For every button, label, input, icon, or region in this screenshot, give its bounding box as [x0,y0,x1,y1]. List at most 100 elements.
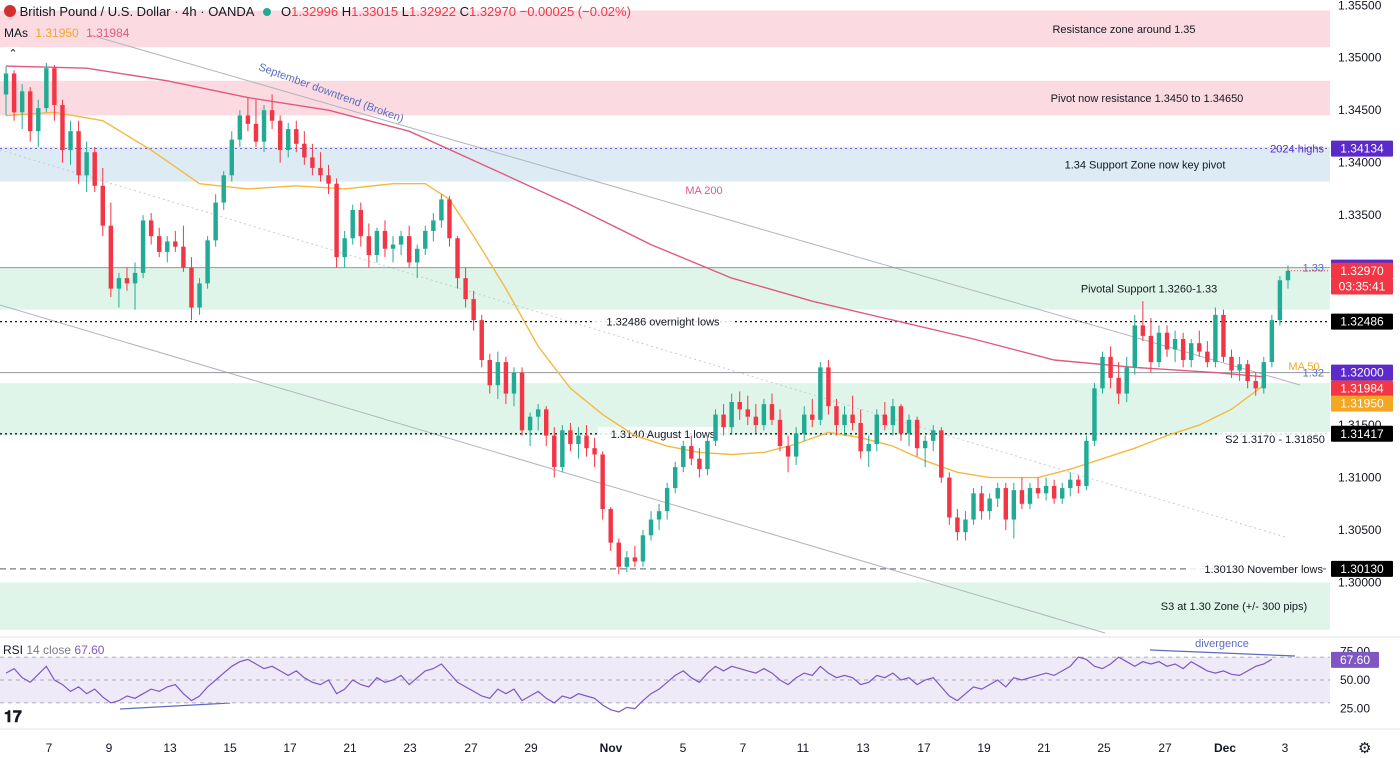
price-tag-7: 1.31950 [1340,397,1384,411]
candle-body [1116,377,1121,394]
candle-body [1285,270,1291,281]
candle-body [1084,440,1089,486]
zone-label-2: 1.34 Support Zone now key pivot [1065,159,1226,171]
candle-body [1269,320,1275,363]
candle-body [116,278,122,289]
candle-body [447,199,452,239]
candle-body [963,519,968,533]
candle-body [1164,332,1170,350]
candle-body [1197,343,1202,352]
price-tag-0: 1.34134 [1340,142,1384,156]
candle-body [898,406,904,434]
symbol-title[interactable]: British Pound / U.S. Dollar · 4h · OANDA [19,4,254,19]
candle-body [777,419,783,447]
candle-body [600,454,605,510]
candle-body [423,230,428,249]
candle-body [165,241,170,252]
candle-body [987,498,992,512]
annotation-bg-3 [1219,432,1331,446]
candle-body [947,477,952,518]
zone-label-3: Pivotal Support 1.3260-1.33 [1081,284,1217,296]
candle-body [68,131,73,151]
candle-body [1035,488,1041,494]
candle-body [866,443,871,452]
candle-body [713,414,718,441]
candle-body [181,246,186,268]
tradingview-logo-icon[interactable]: 𝟏𝟕 [4,707,22,726]
level-label-3: 1.33 [1303,263,1324,275]
candle-body [269,110,275,121]
low-label: L [401,4,409,19]
candle-body [108,225,114,289]
x-tick-15: 19 [977,741,991,755]
candle-body [124,278,130,284]
candle-body [439,199,444,221]
candle-body [398,236,404,245]
candle-body [1043,485,1049,494]
mas-legend[interactable]: MAs 1.31950 1.31984 [4,26,129,40]
change-value: −0.00025 (−0.02%) [519,4,631,19]
zone-3 [0,267,1330,310]
candle-body [785,446,791,457]
ma50-legend-value: 1.31950 [35,26,79,40]
price-tag-bg-3 [1331,278,1393,295]
y-tick-1: 1.30500 [1338,523,1382,537]
candle-body [406,236,412,263]
rsi-label: RSI [3,643,24,657]
candle-body [729,401,734,428]
open-label: O [280,4,292,19]
candle-body [487,360,492,386]
collapse-chevron-icon[interactable]: ⌃ [4,47,22,61]
candle-body [366,236,372,256]
candle-body [415,248,420,263]
level-label-bg-0 [591,314,735,329]
candle-body [979,493,984,512]
candle-body [132,272,138,284]
high-value: 1.33015 [351,4,399,19]
price-tag-5: 1.32000 [1340,366,1384,380]
mid-channel-line [0,149,1286,538]
candle-body [44,68,49,109]
candle-body [1237,364,1242,371]
candle-body [286,129,291,151]
level-label-5: 2024 highs [1270,144,1324,156]
candle-body [1027,488,1033,504]
mas-label: MAs [4,26,28,40]
candle-body [858,422,863,452]
candle-body [245,115,251,124]
candle-body [277,120,283,151]
candle-body [1019,490,1025,504]
candle-body [769,404,775,420]
candle-body [148,220,154,237]
candle-body [455,238,460,279]
candle-body [552,435,557,468]
level-label-1: 1.3140 August 1 lows [611,429,716,441]
gear-icon[interactable]: ⚙ [1358,740,1372,757]
candle-body [1253,381,1258,389]
candle-body [834,406,839,426]
candle-body [608,509,613,543]
x-tick-6: 23 [403,741,417,755]
candle-body [656,511,662,520]
y-tick-6: 1.34500 [1338,103,1382,117]
candle-body [616,542,621,567]
x-tick-19: Dec [1214,741,1236,755]
level-label-4: 1.32 [1303,368,1324,380]
price-tag-bg-6 [1331,380,1393,397]
candle-body [52,68,57,105]
rsi-line [5,656,1273,713]
candle-body [1277,280,1283,321]
candle-body [310,157,315,168]
candle-body [753,416,759,426]
ma200-line [5,65,1264,378]
y-tick-4: 1.33500 [1338,208,1382,222]
candle-body [673,467,678,489]
candle-body [640,535,646,562]
rsi-legend[interactable]: RSI 14 close 67.60 [3,643,104,657]
x-tick-18: 27 [1158,741,1172,755]
candle-body [342,238,347,258]
candle-body [793,433,799,457]
candle-body [1060,488,1065,499]
